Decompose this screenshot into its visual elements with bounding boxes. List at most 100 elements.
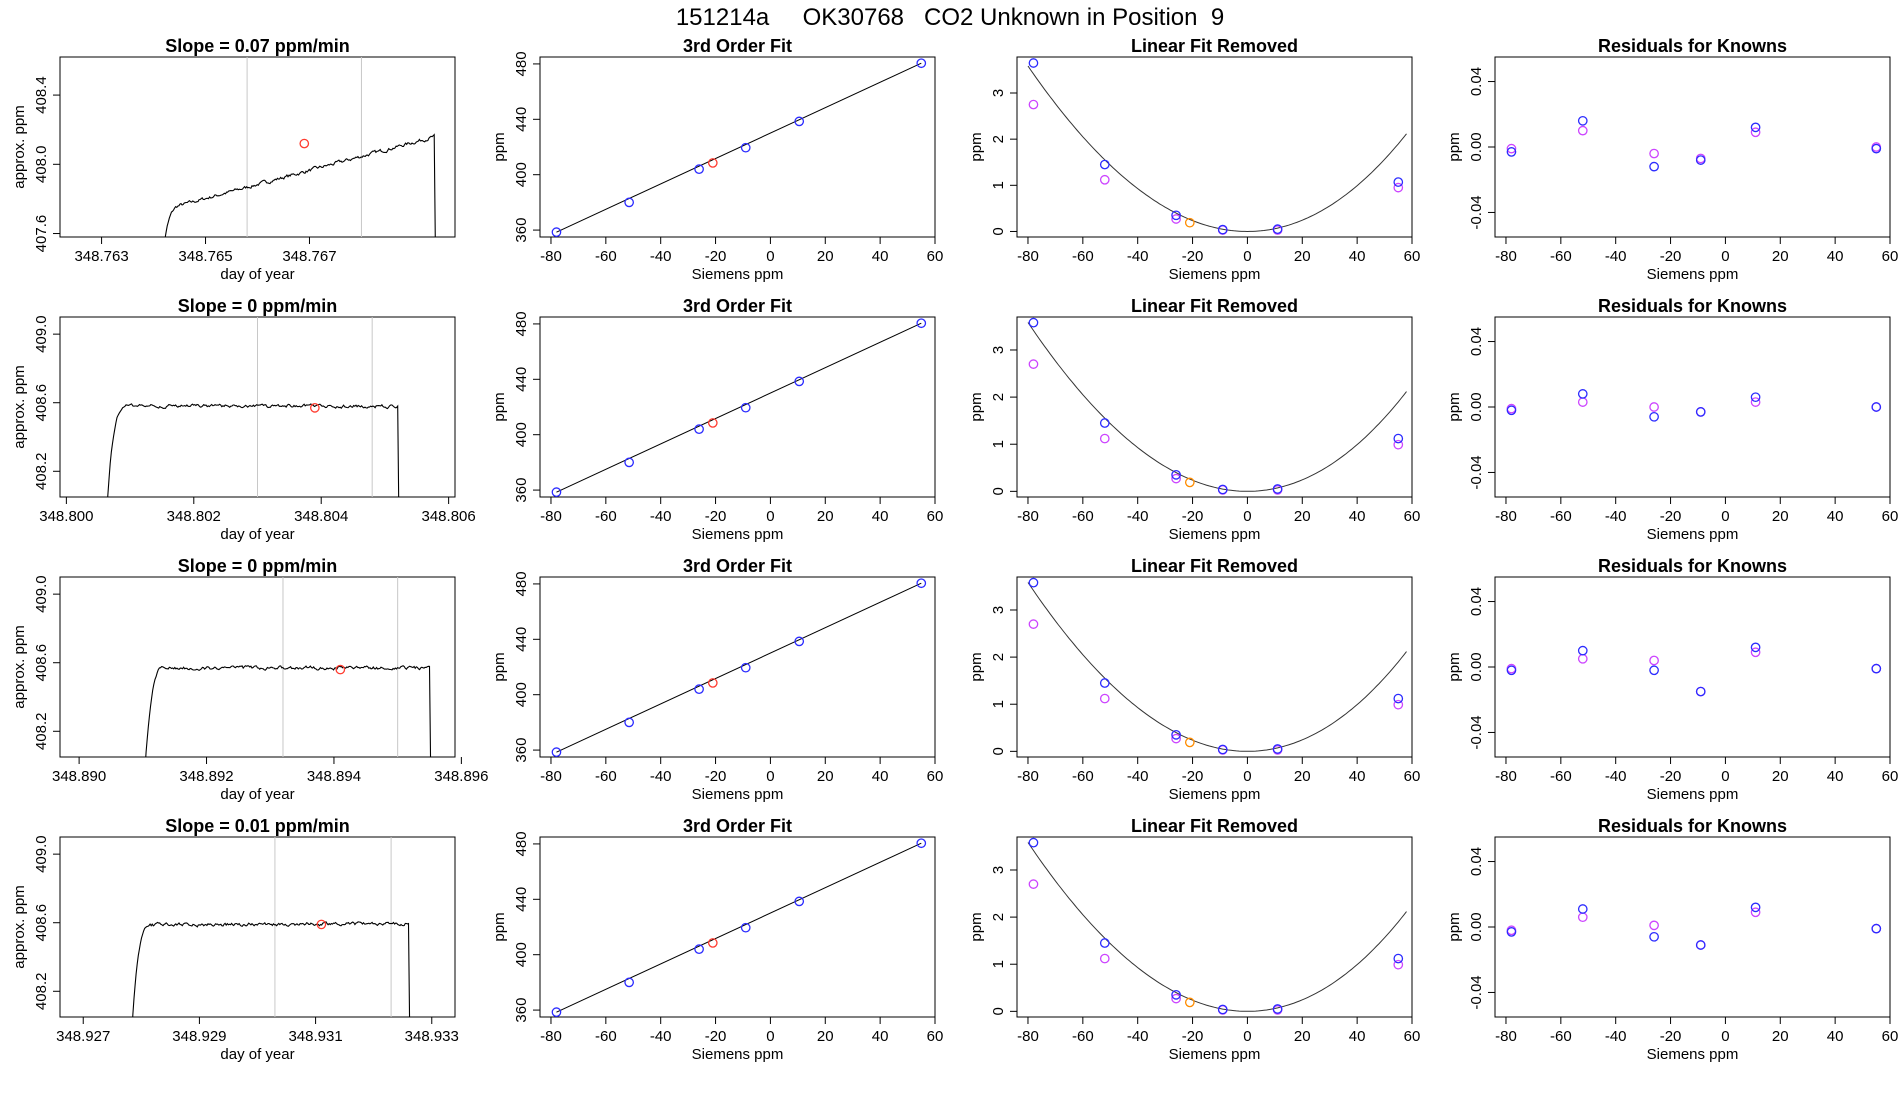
alt-point (1750, 647, 1761, 658)
known-point (1272, 1004, 1283, 1014)
plot-area (132, 837, 411, 1017)
alt-point (1649, 402, 1659, 412)
x-tick-label: -80 (540, 768, 562, 785)
y-tick-label: 360 (513, 738, 530, 763)
concentration-trace (164, 133, 436, 237)
y-tick-label: 2 (990, 393, 1007, 401)
x-tick-label: -60 (1550, 508, 1572, 525)
x-tick-label: -20 (1182, 248, 1204, 265)
y-axis-label: approx. ppm (11, 625, 28, 708)
chart-title: Slope = 0 ppm/min (178, 556, 338, 576)
x-tick-label: 348.894 (307, 768, 361, 785)
known-point (1393, 433, 1404, 444)
x-tick-label: 40 (872, 248, 889, 265)
y-tick-label: 408.4 (33, 76, 50, 114)
x-tick-label: -60 (595, 768, 617, 785)
chart-panel-linfit: Linear Fit Removed-80 -60 -40 -20 0 20 40 60Sie… (968, 36, 1420, 283)
plot-area (1506, 642, 1882, 697)
y-tick-label: 400 (513, 682, 530, 707)
x-tick-label: 0 (766, 1028, 774, 1045)
y-tick-label: 0.04 (1468, 327, 1485, 356)
known-point (1028, 577, 1039, 588)
unknown-point (1184, 737, 1195, 748)
x-tick-label: -40 (650, 508, 672, 525)
residual-curve (1027, 842, 1407, 1012)
plot-frame (1494, 56, 1891, 238)
x-tick-label: -40 (1127, 1028, 1149, 1045)
x-axis-label: Siemens ppm (1169, 526, 1261, 543)
x-axis-label: Siemens ppm (692, 786, 784, 803)
known-point (694, 944, 704, 955)
chart-title: Linear Fit Removed (1131, 36, 1298, 56)
chart-panel-trace: Slope = 0 ppm/min 348.800 348.802 348.804 34… (11, 296, 476, 543)
known-point (916, 318, 927, 329)
plot-area (1027, 58, 1407, 235)
chart-title: Linear Fit Removed (1131, 296, 1298, 316)
known-point (694, 164, 704, 175)
x-tick-label: 348.931 (288, 1028, 342, 1045)
x-tick-label: 0 (1243, 768, 1251, 785)
x-tick-label: 40 (1827, 508, 1844, 525)
x-tick-label: -60 (595, 1028, 617, 1045)
alt-point (1393, 959, 1404, 970)
plot-area (1506, 902, 1882, 950)
unknown-mean-marker (299, 138, 310, 149)
x-tick-label: 348.767 (282, 248, 336, 265)
unknown-mean-marker (335, 664, 346, 675)
x-tick-label: 20 (1294, 768, 1311, 785)
known-point (1871, 663, 1882, 674)
y-tick-label: 0 (990, 747, 1007, 755)
x-tick-label: 20 (1294, 1028, 1311, 1045)
x-tick-label: 40 (1349, 248, 1366, 265)
x-tick-label: 348.765 (178, 248, 232, 265)
alt-point (1028, 619, 1039, 629)
x-tick-label: -60 (1072, 1028, 1094, 1045)
known-point (1577, 645, 1588, 656)
known-point (1577, 904, 1588, 914)
y-axis-label: ppm (491, 392, 508, 421)
y-tick-label: 480 (513, 51, 530, 76)
x-tick-label: 20 (817, 1028, 834, 1045)
y-tick-label: 480 (513, 831, 530, 856)
x-axis-label: Siemens ppm (1647, 786, 1739, 803)
known-point (1649, 161, 1659, 172)
y-tick-label: 408.2 (33, 973, 50, 1011)
x-tick-label: 348.929 (172, 1028, 226, 1045)
plot-frame (1494, 836, 1891, 1018)
y-tick-label: 0.00 (1468, 392, 1485, 421)
x-tick-label: 60 (927, 1028, 944, 1045)
known-point (1028, 837, 1039, 848)
x-tick-label: -80 (1017, 1028, 1039, 1045)
x-axis-label: Siemens ppm (1169, 266, 1261, 283)
y-tick-label: 3 (990, 866, 1007, 874)
y-tick-label: 480 (513, 571, 530, 596)
x-tick-label: 348.763 (74, 248, 128, 265)
chart-panel-fit: 3rd Order Fit -80 -60 -40 -20 0 20 40 60 Siemens … (491, 556, 943, 803)
x-tick-label: -40 (1127, 768, 1149, 785)
plot-frame (539, 576, 936, 758)
y-axis-label: approx. ppm (11, 885, 28, 968)
x-tick-label: 20 (1294, 248, 1311, 265)
chart-panel-trace: Slope = 0.07 ppm/min 348.763 348.765 348.76… (11, 36, 456, 283)
y-tick-label: 409.0 (33, 835, 50, 873)
known-point (1099, 938, 1110, 948)
x-tick-label: 0 (766, 248, 774, 265)
x-tick-label: 20 (1294, 508, 1311, 525)
x-axis-label: Siemens ppm (1647, 1046, 1739, 1063)
chart-panel-linfit: Linear Fit Removed-80 -60 -40 -20 0 20 40 60Sie… (968, 296, 1420, 543)
known-point (1506, 147, 1517, 157)
y-tick-label: 0.04 (1468, 847, 1485, 876)
unknown-point (1184, 217, 1195, 228)
x-tick-label: 0 (1721, 768, 1729, 785)
plot-frame (1016, 836, 1413, 1018)
x-tick-label: 40 (1827, 248, 1844, 265)
concentration-trace (107, 403, 400, 497)
alt-point (1750, 127, 1761, 138)
x-axis-label: day of year (220, 266, 294, 283)
known-point (1393, 953, 1404, 964)
x-tick-label: -80 (1495, 248, 1517, 265)
alt-point (1171, 214, 1181, 224)
alt-point (1171, 993, 1181, 1004)
known-point (1750, 642, 1761, 653)
x-tick-label: 348.804 (294, 508, 348, 525)
